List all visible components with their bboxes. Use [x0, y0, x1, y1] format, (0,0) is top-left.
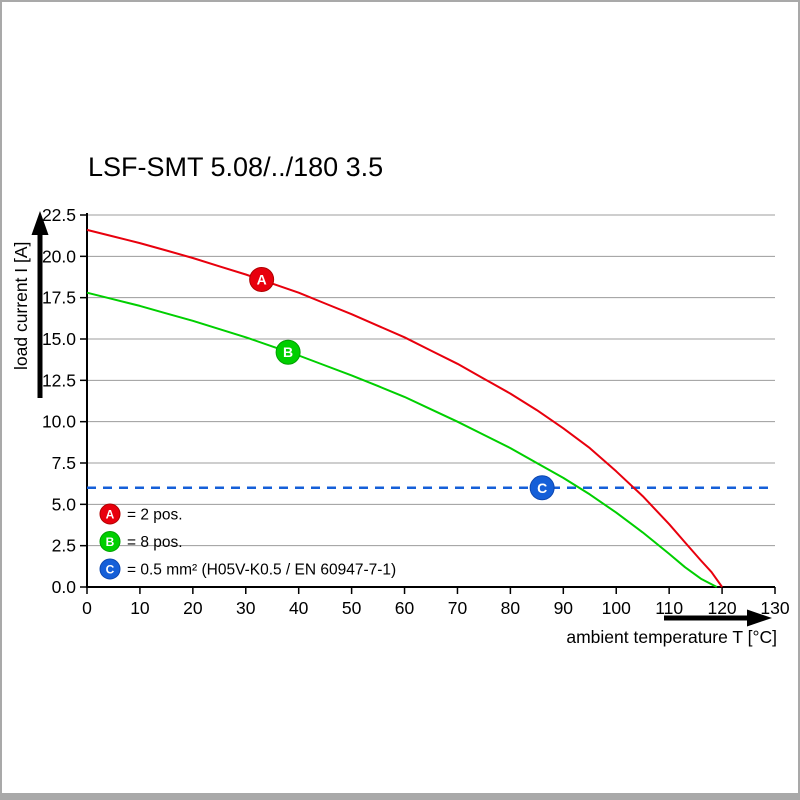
y-axis-arrow-head — [31, 211, 49, 235]
y-tick-label: 20.0 — [42, 246, 76, 266]
marker-b-letter: B — [283, 344, 293, 360]
curve-a — [86, 228, 723, 588]
legend-badge-a — [99, 503, 121, 525]
legend-label-c: = 0.5 mm² (H05V-K0.5 / EN 60947-7-1) — [127, 562, 396, 579]
y-tick-label: 5.0 — [52, 494, 77, 514]
curve-b — [86, 291, 718, 588]
legend-badge-b — [99, 531, 121, 552]
y-tick-label: 7.5 — [52, 453, 76, 473]
marker-c-letter: C — [537, 480, 547, 496]
x-tick-label: 10 — [130, 598, 150, 618]
y-tick-label: 17.5 — [42, 288, 76, 308]
legend-label-b: = 8 pos. — [127, 534, 183, 551]
x-tick-label: 20 — [183, 598, 203, 618]
x-tick-label: 90 — [554, 598, 574, 618]
chart-title: LSF-SMT 5.08/../180 3.5 — [88, 152, 384, 182]
x-tick-label: 120 — [707, 598, 736, 618]
x-axis-label: ambient temperature T [°C] — [566, 627, 777, 647]
x-tick-label: 50 — [342, 598, 362, 618]
y-tick-label: 2.5 — [52, 536, 76, 556]
y-tick-label: 15.0 — [42, 329, 76, 349]
x-tick-label: 110 — [655, 598, 683, 618]
legend-letter-a: A — [106, 508, 115, 522]
x-axis-arrow-head — [747, 609, 772, 627]
marker-a-badge — [249, 266, 275, 292]
y-tick-label: 0.0 — [52, 577, 77, 597]
x-tick-label: 0 — [82, 598, 92, 618]
x-tick-label: 60 — [395, 598, 415, 618]
legend-label-a: = 2 pos. — [127, 507, 183, 524]
legend-letter-b: B — [106, 535, 115, 549]
marker-b-badge — [275, 339, 301, 365]
x-tick-label: 80 — [501, 598, 521, 618]
marker-c-badge — [529, 475, 555, 501]
legend-badge-c — [99, 558, 121, 580]
x-tick-label: 130 — [760, 598, 789, 618]
y-axis-label: load current I [A] — [11, 242, 31, 370]
x-tick-label: 30 — [236, 598, 256, 618]
legend-letter-c: C — [106, 563, 115, 577]
x-tick-label: 70 — [448, 598, 468, 618]
marker-a-letter: A — [257, 271, 267, 287]
y-tick-label: 12.5 — [42, 370, 76, 390]
x-tick-label: 100 — [602, 598, 631, 618]
y-tick-label: 10.0 — [42, 412, 76, 432]
y-tick-label: 22.5 — [42, 205, 76, 225]
x-tick-label: 40 — [289, 598, 309, 618]
